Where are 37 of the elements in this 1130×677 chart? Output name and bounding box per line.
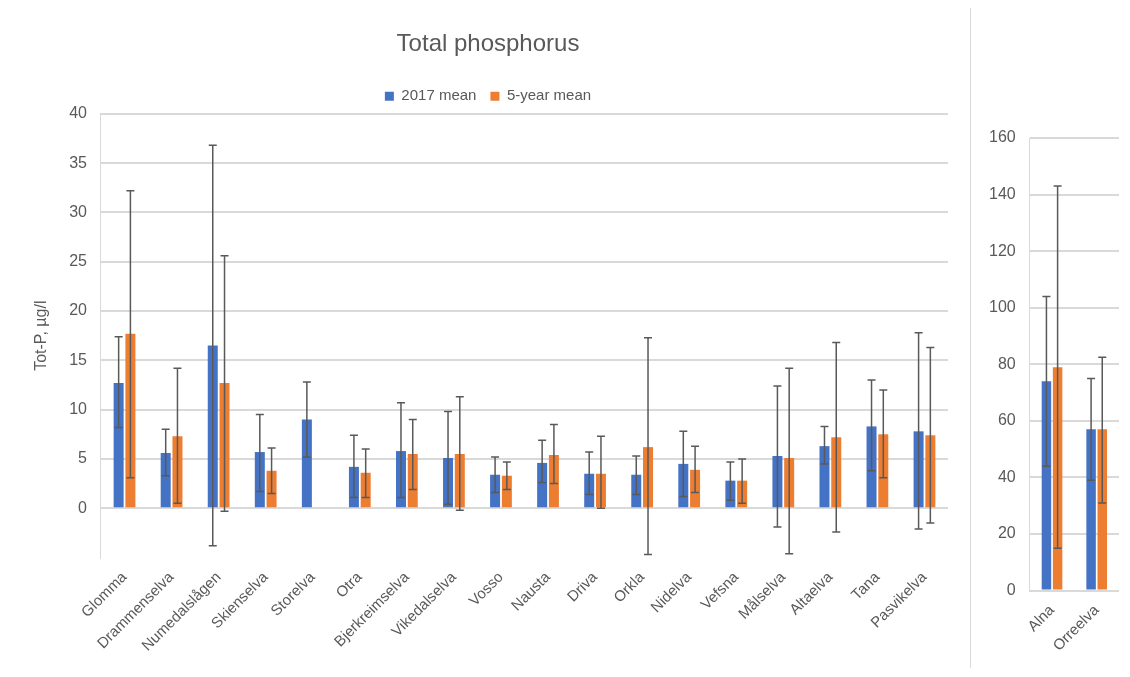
y-tick-label: 140 [988,184,1016,202]
y-tick-label: 0 [1006,581,1016,599]
bar [819,446,830,508]
chart-title: Total phosphorus [396,29,580,57]
bar [925,435,936,508]
y-axis-title: Tot-P, µg/l [32,300,50,371]
y-tick-label: 160 [988,128,1016,146]
bar [866,426,877,508]
y-tick-label: 10 [69,400,88,418]
x-tick-label: Alna [1023,600,1058,635]
bar [678,463,689,508]
bar [407,454,418,508]
y-tick-label: 35 [69,153,88,171]
bar [125,333,136,508]
y-tick-label: 80 [997,354,1016,372]
legend-label: 2017 mean [401,86,477,104]
y-tick-label: 20 [69,301,88,319]
legend-label: 5-year mean [506,86,592,104]
y-tick-label: 30 [69,202,88,220]
bar [113,383,124,508]
bar [266,470,277,508]
y-tick-label: 15 [69,350,88,368]
bar [1086,429,1096,590]
y-tick-label: 5 [78,449,88,467]
y-tick-label: 100 [988,298,1016,316]
y-tick-label: 0 [78,498,88,516]
bar [219,383,230,508]
y-tick-label: 20 [997,524,1016,542]
y-tick-label: 25 [69,252,88,270]
y-tick-label: 40 [69,104,88,122]
bar [631,474,642,508]
bar [160,453,171,508]
y-tick-label: 40 [997,467,1016,485]
bar [1041,381,1052,590]
y-tick-label: 60 [997,411,1016,429]
y-tick-label: 120 [988,241,1016,259]
bar [878,434,889,508]
